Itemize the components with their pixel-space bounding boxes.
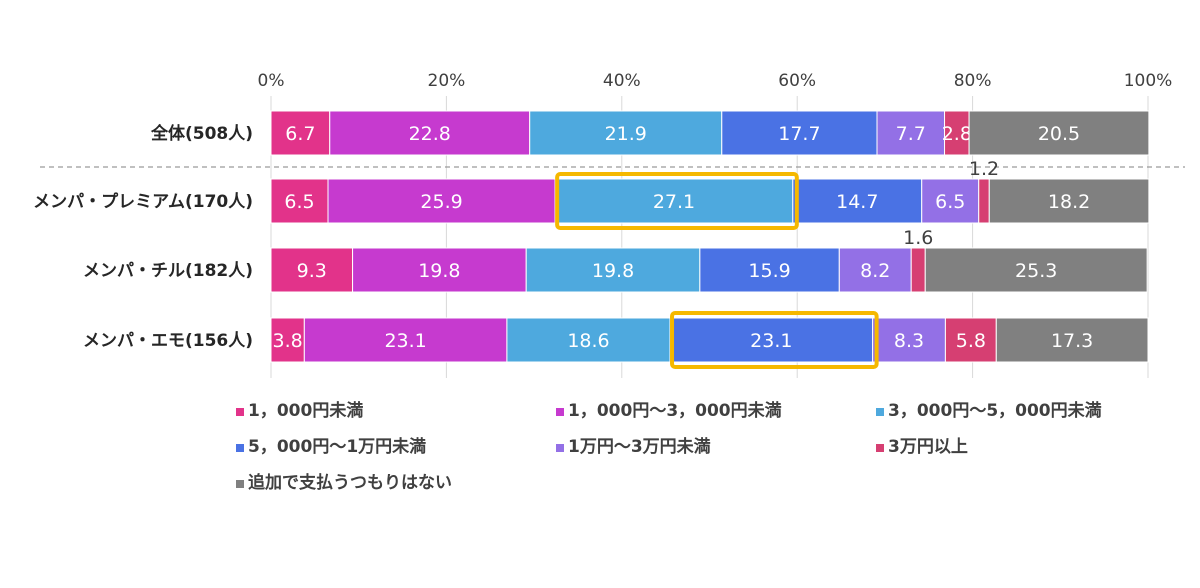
bar-segment — [270, 178, 329, 224]
data-label: 15.9 — [748, 260, 790, 282]
bar-segment — [506, 317, 671, 363]
legend-swatch — [236, 408, 244, 416]
legend-swatch — [876, 408, 884, 416]
data-label: 18.2 — [1048, 191, 1090, 213]
legend-swatch — [556, 408, 564, 416]
data-label: 8.3 — [894, 330, 924, 352]
data-label: 25.3 — [1015, 260, 1057, 282]
x-tick-label: 40% — [603, 71, 641, 91]
data-label: 6.5 — [935, 191, 965, 213]
bar-segment — [944, 317, 997, 363]
data-label: 19.8 — [418, 260, 460, 282]
data-label: 19.8 — [592, 260, 634, 282]
bar-segment — [352, 247, 527, 293]
legend-label: 1万円～3万円未満 — [568, 436, 711, 457]
bar-segment — [669, 317, 874, 363]
data-label: 18.6 — [567, 330, 609, 352]
bar-segment — [838, 247, 912, 293]
legend-label: 追加で支払うつもりはない — [248, 472, 452, 493]
bar-segment — [978, 178, 990, 224]
highlight-box — [670, 311, 879, 369]
data-label: 1.2 — [969, 158, 999, 180]
data-label: 6.7 — [285, 123, 315, 145]
legend-swatch — [236, 444, 244, 452]
bar-segment — [924, 247, 1148, 293]
bar-segment — [792, 178, 923, 224]
data-label: 6.5 — [284, 191, 314, 213]
bar-segment — [910, 247, 926, 293]
legend-label: 3万円以上 — [888, 437, 968, 457]
bar-segment — [554, 178, 794, 224]
legend-swatch — [556, 444, 564, 452]
bar-segment — [876, 110, 946, 156]
data-label: 22.8 — [409, 123, 451, 145]
data-label: 17.3 — [1051, 330, 1093, 352]
bar-segment — [529, 110, 723, 156]
legend-label: 1，000円未満 — [248, 400, 363, 421]
legend-label: 1，000円～3，000円未満 — [568, 400, 782, 421]
highlight-box — [555, 172, 799, 230]
data-label: 8.2 — [860, 260, 890, 282]
x-tick-label: 80% — [954, 71, 992, 91]
x-tick-label: 60% — [778, 71, 816, 91]
data-label: 7.7 — [896, 123, 926, 145]
category-label: メンパ・プレミアム(170人) — [33, 191, 253, 212]
bar-segment — [525, 247, 701, 293]
bar-segment — [303, 317, 508, 363]
x-tick-label: 100% — [1124, 71, 1173, 91]
data-label: 2.8 — [942, 123, 972, 145]
data-label: 23.1 — [384, 330, 426, 352]
data-label: 17.7 — [778, 123, 820, 145]
bar-segment — [270, 247, 354, 293]
data-label: 9.3 — [297, 260, 327, 282]
data-label: 1.6 — [903, 227, 933, 249]
legend-swatch — [236, 480, 244, 488]
legend-label: 3，000円～5，000円未満 — [888, 400, 1102, 421]
data-label: 20.5 — [1038, 123, 1080, 145]
data-label: 21.9 — [605, 123, 647, 145]
data-label: 23.1 — [750, 330, 792, 352]
bar-segment — [329, 110, 531, 156]
data-label: 27.1 — [653, 191, 695, 213]
bar-segment — [270, 317, 305, 363]
category-label: メンパ・チル(182人) — [83, 261, 253, 281]
legend-swatch — [876, 444, 884, 452]
legend-label: 5，000円～1万円未満 — [248, 436, 426, 457]
data-label: 25.9 — [420, 191, 462, 213]
bar-segment — [995, 317, 1149, 363]
data-label: 5.8 — [956, 330, 986, 352]
x-tick-label: 0% — [258, 71, 285, 91]
category-label: メンパ・エモ(156人) — [83, 331, 253, 351]
data-label: 3.8 — [273, 330, 303, 352]
bar-segment — [988, 178, 1150, 224]
bar-segment — [968, 110, 1150, 156]
category-label: 全体(508人) — [150, 123, 253, 144]
bar-segment — [921, 178, 980, 224]
data-label: 14.7 — [836, 191, 878, 213]
bar-segment — [944, 110, 970, 156]
x-tick-label: 20% — [428, 71, 466, 91]
bar-segment — [699, 247, 840, 293]
bar-segment — [872, 317, 946, 363]
